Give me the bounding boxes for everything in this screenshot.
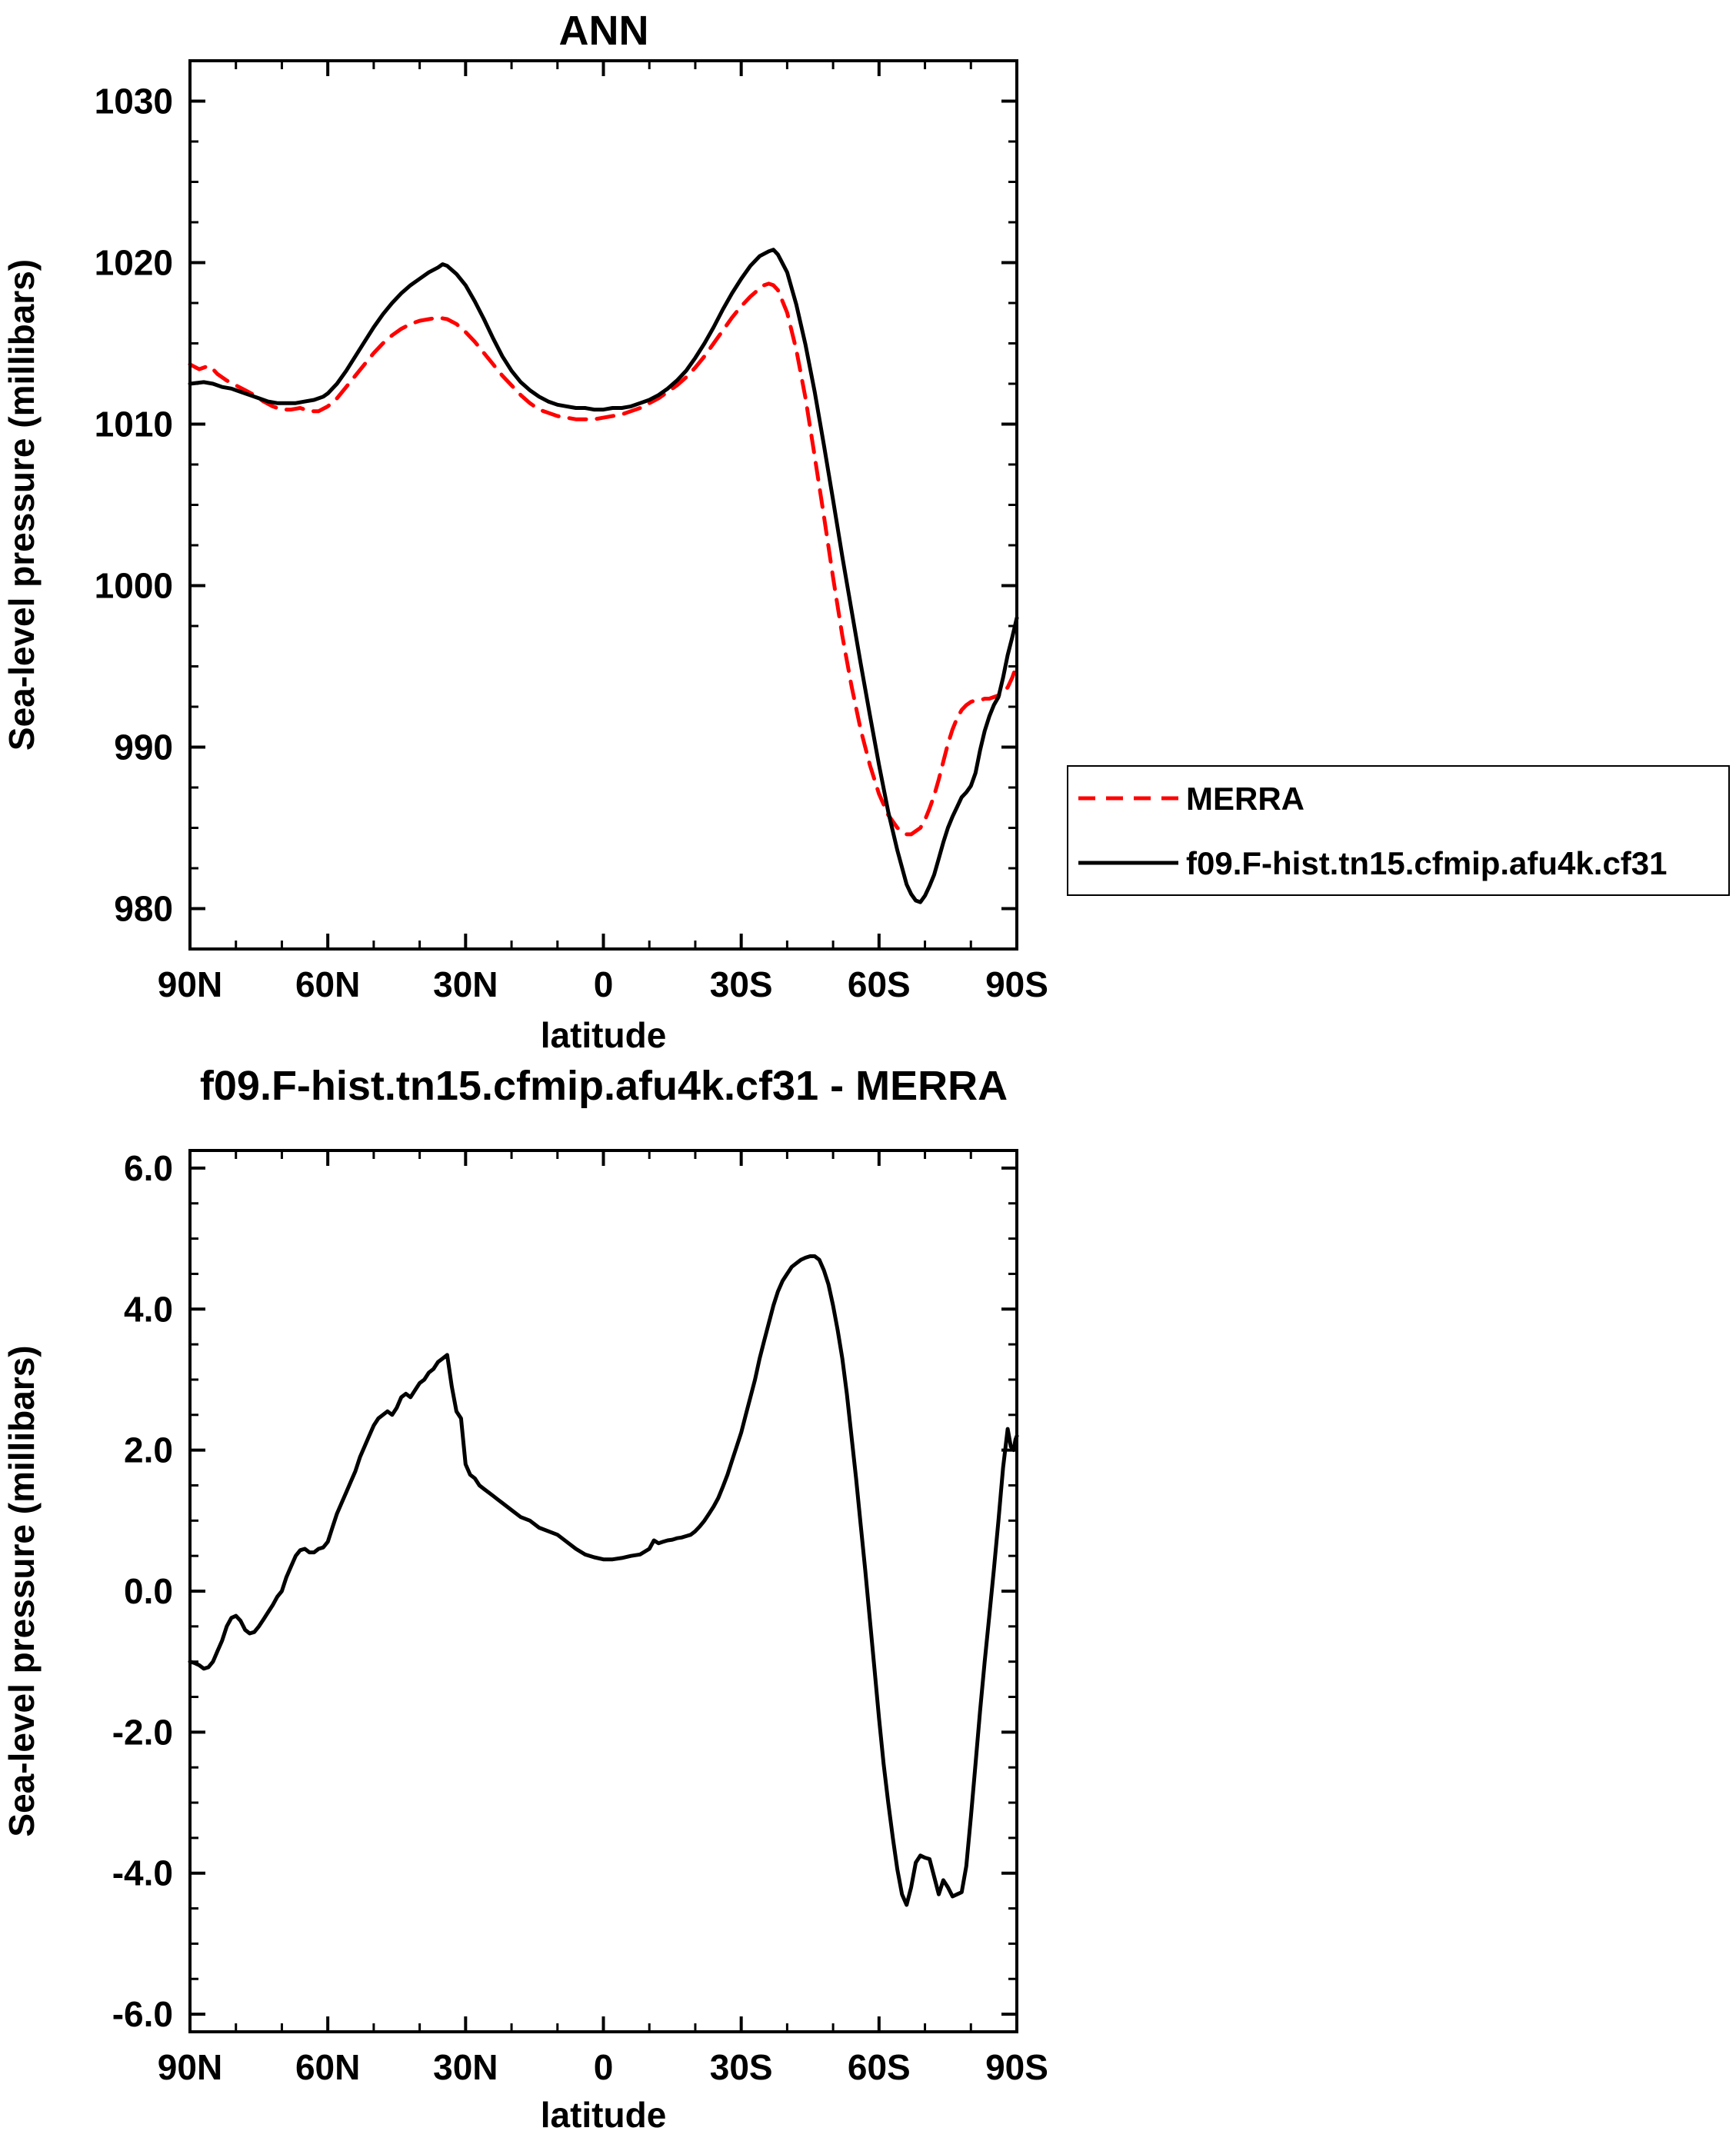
series-line-f09-f-hist-tn15-cfmip-afu4k-cf31 <box>188 248 1019 904</box>
y-tick-label: 1030 <box>95 82 173 122</box>
x-tick-label: 60N <box>295 964 360 1004</box>
legend-label: MERRA <box>1186 781 1304 817</box>
x-tick-label: 90S <box>985 2047 1048 2087</box>
x-tick-label: 30S <box>710 964 773 1004</box>
plot-frame <box>188 59 1018 951</box>
y-axis-title: Sea-level pressure (millibars) <box>2 1345 42 1836</box>
x-axis-title: latitude <box>541 2095 667 2131</box>
axis-ticks <box>188 1150 1018 2032</box>
y-tick-label: -6.0 <box>112 1994 173 2034</box>
y-tick-label: 4.0 <box>124 1289 173 1329</box>
y-axis-title: Sea-level pressure (millibars) <box>2 259 42 751</box>
x-tick-label: 60S <box>848 2047 911 2087</box>
x-tick-label: 30S <box>710 2047 773 2087</box>
x-tick-label: 0 <box>594 964 614 1004</box>
y-tick-label: 1020 <box>95 243 173 283</box>
chart-title: f09.F-hist.tn15.cfmip.afu4k.cf31 - MERRA <box>200 1063 1008 1109</box>
legend-box <box>1067 765 1730 896</box>
x-tick-label: 60N <box>295 2047 360 2087</box>
ann-pressure-chart: 90N 60N 30N 0 30S 60S 90S 980 990 1000 1010 1020 103… <box>2 8 1730 1055</box>
series-line-f09-f-hist-tn15-cfmip-afu4k-cf31-merra <box>188 1254 1019 1907</box>
y-tick-label: 1000 <box>95 566 173 606</box>
x-tick-label: 90N <box>158 964 222 1004</box>
x-tick-label: 30N <box>433 2047 498 2087</box>
y-tick-label: -2.0 <box>112 1712 173 1752</box>
y-tick-label: 980 <box>114 889 173 929</box>
y-tick-label: 2.0 <box>124 1430 173 1470</box>
legend-label: f09.F-hist.tn15.cfmip.afu4k.cf31 <box>1186 845 1668 881</box>
x-tick-label: 60S <box>848 964 911 1004</box>
chart-title: ANN <box>559 8 649 54</box>
x-tick-label: 0 <box>594 2047 614 2087</box>
y-tick-label: -4.0 <box>112 1853 173 1893</box>
x-axis-title: latitude <box>541 1015 667 1055</box>
difference-chart: 90N 60N 30N 0 30S 60S 90S -6.0 -4.0 -2.0 0.0 2.0 4.0… <box>2 1063 1048 2131</box>
y-tick-label: 0.0 <box>124 1571 173 1611</box>
plot-frame <box>188 1149 1018 2033</box>
x-tick-label: 30N <box>433 964 498 1004</box>
x-tick-label: 90S <box>985 964 1048 1004</box>
series-line-merra <box>188 281 1019 837</box>
y-tick-label: 1010 <box>95 405 173 445</box>
x-tick-label: 90N <box>158 2047 222 2087</box>
axis-ticks <box>188 61 1018 949</box>
y-tick-label: 990 <box>114 728 173 767</box>
y-tick-label: 6.0 <box>124 1148 173 1188</box>
